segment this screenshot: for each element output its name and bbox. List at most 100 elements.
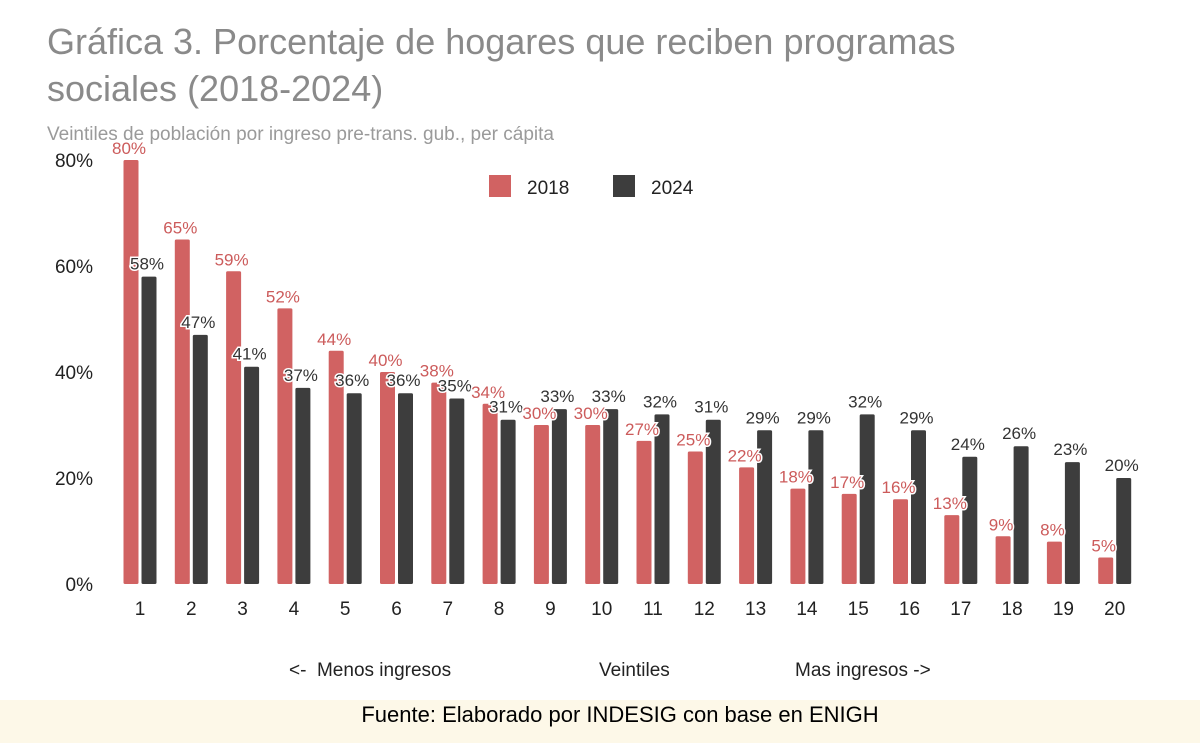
bar-2018-17 (944, 515, 960, 584)
data-label-2024-17: 24% (951, 435, 985, 454)
bar-2024-9 (551, 409, 567, 584)
x-tick-label: 15 (848, 599, 869, 620)
bar-2024-14 (808, 430, 824, 584)
x-tick-label: 8 (494, 599, 505, 620)
x-tick-label: 13 (745, 599, 766, 620)
x-tick-label: 4 (289, 599, 300, 620)
data-label-2024-9: 33% (540, 387, 574, 406)
x-tick-label: 2 (186, 599, 197, 620)
data-label-2024-19: 23% (1053, 440, 1087, 459)
data-label-2018-18: 9% (989, 515, 1014, 534)
data-label-2018-17: 13% (933, 494, 967, 513)
data-label-2024-4: 37% (284, 366, 318, 385)
bar-2018-8 (482, 403, 498, 584)
data-label-2024-11: 32% (643, 392, 677, 411)
data-label-2018-20: 5% (1091, 537, 1116, 556)
x-tick-label: 20 (1104, 599, 1125, 620)
data-label-2018-16: 16% (881, 478, 915, 497)
bar-2018-12 (687, 451, 703, 584)
data-label-2018-11: 27% (625, 420, 659, 439)
data-label-2024-2: 47% (181, 313, 215, 332)
data-label-2024-3: 41% (233, 345, 267, 364)
bar-2018-2 (174, 239, 190, 584)
bar-2024-1 (141, 276, 157, 584)
bar-2024-15 (859, 414, 875, 584)
bar-2024-19 (1064, 462, 1080, 584)
bar-2018-4 (277, 308, 293, 584)
data-label-2024-13: 29% (746, 408, 780, 427)
data-label-2018-1: 80% (112, 139, 146, 158)
data-label-2024-20: 20% (1105, 456, 1139, 475)
data-label-2018-4: 52% (266, 287, 300, 306)
source-note: Fuente: Elaborado por INDESIG con base e… (361, 702, 879, 727)
bar-2018-13 (739, 467, 755, 584)
data-label-2018-7: 38% (420, 362, 454, 381)
bar-2018-16 (893, 499, 908, 584)
bar-2024-2 (192, 334, 208, 584)
data-label-2018-3: 59% (215, 250, 249, 269)
bars (123, 160, 1132, 584)
bar-2018-18 (995, 536, 1011, 584)
x-tick-label: 3 (237, 599, 248, 620)
legend: 2018 2024 (489, 175, 694, 199)
y-tick-label: 40% (55, 363, 93, 384)
data-label-2024-12: 31% (694, 398, 728, 417)
bar-2018-9 (533, 425, 549, 584)
bar-2024-18 (1013, 446, 1029, 584)
data-label-2018-15: 17% (830, 473, 864, 492)
x-tick-label: 19 (1053, 599, 1074, 620)
bar-2018-14 (790, 488, 806, 584)
bar-2024-17 (962, 456, 978, 584)
data-label-2024-7: 35% (438, 377, 472, 396)
xlabel-right: Mas ingresos -> (795, 660, 931, 681)
x-annotations: <- Menos ingresos Veintiles Mas ingresos… (289, 660, 931, 681)
x-tick-label: 14 (796, 599, 818, 620)
data-label-2024-6: 36% (386, 371, 420, 390)
bar-2024-12 (705, 419, 721, 584)
data-label-2024-10: 33% (592, 387, 626, 406)
x-axis: 1 2 3 4 5 6 7 8 9 10 11 12 13 14 15 16 17 18 19 20 (135, 599, 1126, 620)
legend-label-2024: 2024 (651, 178, 694, 199)
bar-2024-3 (244, 366, 260, 584)
bar-2024-4 (295, 387, 311, 584)
data-label-2024-5: 36% (335, 371, 369, 390)
x-tick-label: 6 (391, 599, 402, 620)
x-tick-label: 9 (545, 599, 556, 620)
data-label-2024-8: 31% (489, 398, 523, 417)
x-tick-label: 1 (135, 599, 146, 620)
data-label-2024-1: 58% (130, 255, 164, 274)
y-tick-label: 80% (55, 151, 93, 172)
data-labels: 80%58%65%47%59%41%52%37%44%36%40%36%38%3… (110, 138, 1140, 558)
x-tick-label: 17 (950, 599, 971, 620)
legend-label-2018: 2018 (527, 178, 569, 199)
x-tick-label: 18 (1002, 599, 1023, 620)
bar-2018-1 (123, 160, 139, 584)
data-label-2024-16: 29% (899, 408, 933, 427)
x-tick-label: 10 (591, 599, 612, 620)
data-label-2018-5: 44% (317, 330, 351, 349)
chart-card: Gráfica 3. Porcentaje de hogares que rec… (0, 0, 1200, 700)
y-tick-label: 60% (55, 257, 93, 278)
chart-title: Gráfica 3. Porcentaje de hogares que rec… (47, 21, 956, 109)
bar-2024-5 (346, 393, 362, 584)
bar-2024-16 (911, 430, 926, 584)
bar-2018-11 (636, 440, 652, 584)
data-label-2018-14: 18% (779, 468, 813, 487)
chart-subtitle: Veintiles de población por ingreso pre-t… (47, 124, 554, 145)
xlabel-left: <- Menos ingresos (289, 660, 451, 681)
bar-chart: 0%20%40%60%80% 1 2 3 4 5 6 7 8 9 10 11 12 13 14 15 16 17… (55, 138, 1140, 682)
bar-2024-8 (500, 419, 516, 584)
bar-2024-10 (603, 409, 619, 584)
legend-swatch-2018 (489, 175, 511, 197)
bar-2024-11 (654, 414, 670, 584)
bar-2018-15 (841, 493, 857, 584)
bar-2018-6 (380, 372, 395, 584)
x-tick-label: 12 (694, 599, 715, 620)
xlabel-center: Veintiles (599, 660, 670, 681)
y-tick-label: 20% (55, 469, 93, 490)
bar-2018-5 (328, 350, 344, 584)
bar-2018-7 (431, 382, 447, 584)
legend-swatch-2024 (613, 175, 635, 197)
bar-2024-6 (398, 393, 413, 584)
data-label-2024-14: 29% (797, 408, 831, 427)
